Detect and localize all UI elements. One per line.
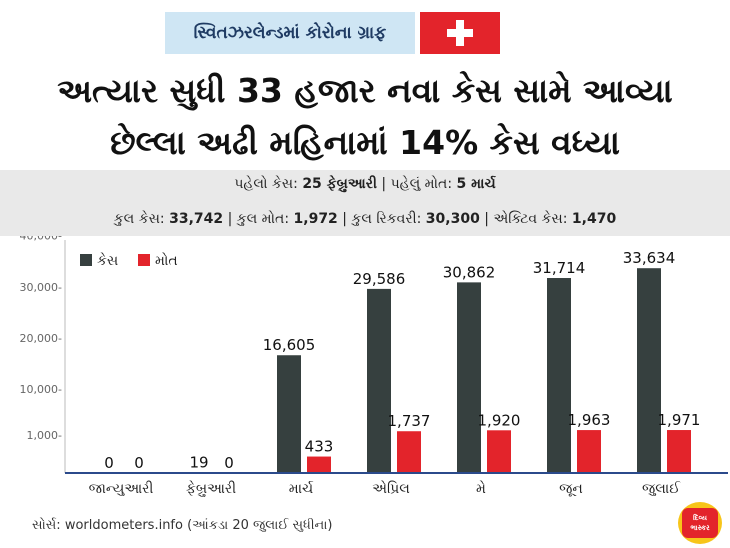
deaths-value-label: 0 xyxy=(224,454,234,472)
headline-line-1: અત્યાર સુધી 33 હજાર નવા કેસ સામે આવ્યા xyxy=(57,71,673,110)
cases-bar xyxy=(547,278,571,473)
cases-value-label: 29,586 xyxy=(353,270,406,288)
legend-swatch xyxy=(138,254,150,266)
deaths-value-label: 0 xyxy=(134,454,144,472)
cases-value-label: 16,605 xyxy=(263,336,316,354)
summary-band xyxy=(0,170,730,236)
y-tick-label: 20,000- xyxy=(20,332,62,345)
x-tick-label: જુલાઈ xyxy=(642,481,681,497)
total-deaths: 1,972 xyxy=(293,211,338,227)
headline-line-2: છેલ્લા અઢી મહિનામાં 14% કેસ વધ્યા xyxy=(110,123,620,162)
divya-bhaskar-logo: દિવ્ય ભાસ્કર xyxy=(678,502,722,544)
x-tick-label: મે xyxy=(476,480,486,497)
deaths-bar xyxy=(487,430,511,473)
cases-bar xyxy=(457,282,481,473)
deaths-value-label: 1,920 xyxy=(478,411,521,429)
x-tick-label: ફેબ્રુઆરી xyxy=(186,480,236,497)
y-tick-label: 40,000- xyxy=(20,236,62,243)
summary-row-first: પહેલો કેસ: 25 ફેબ્રુઆરી | પહેલું મોત: 5 … xyxy=(234,176,496,192)
y-tick-label: 1,000- xyxy=(27,429,62,442)
swiss-flag-icon xyxy=(420,12,500,54)
cases-value-label: 30,862 xyxy=(443,263,496,281)
cases-bar xyxy=(277,355,301,473)
deaths-value-label: 433 xyxy=(305,438,334,456)
deaths-bar xyxy=(397,431,421,473)
legend-label: કેસ xyxy=(97,252,118,269)
legend-swatch xyxy=(80,254,92,266)
bar-chart: 40,000- 30,000- 20,000- 10,000- 1,000- કેસ મોત… xyxy=(20,236,728,497)
cases-value-label: 33,634 xyxy=(623,249,676,267)
deaths-bar xyxy=(307,456,331,473)
total-recovered: 30,300 xyxy=(425,211,480,227)
first-case-date: 25 ફેબ્રુઆરી xyxy=(302,176,377,192)
x-tick-label: માર્ચ xyxy=(289,480,314,497)
active-cases: 1,470 xyxy=(571,211,617,227)
x-tick-label: જૂન xyxy=(559,481,583,497)
cases-bar xyxy=(367,288,391,473)
x-tick-label: એપ્રિલ xyxy=(372,480,410,497)
deaths-bar xyxy=(667,430,691,473)
cases-value-label: 0 xyxy=(104,454,114,472)
deaths-value-label: 1,971 xyxy=(658,411,701,429)
summary-row-totals: કુલ કેસ: 33,742 | કુલ મોત: 1,972 | કુલ ર… xyxy=(113,211,617,227)
legend-label: મોત xyxy=(155,252,178,269)
cases-bar xyxy=(637,268,661,473)
y-tick-label: 30,000- xyxy=(20,281,62,294)
deaths-bar xyxy=(577,430,601,473)
deaths-value-label: 1,737 xyxy=(388,412,431,430)
deaths-value-label: 1,963 xyxy=(568,411,611,429)
cases-value-label: 19 xyxy=(189,453,208,471)
topic-label: સ્વિતઝરલેન્ડમાં કોરોના ગ્રાફ xyxy=(193,23,387,43)
cases-value-label: 31,714 xyxy=(533,259,586,277)
y-tick-label: 10,000- xyxy=(20,383,62,396)
total-cases: 33,742 xyxy=(169,211,224,227)
source-note: સોર્સ: worldometers.info (આંકડા 20 જુલાઈ… xyxy=(32,518,333,533)
x-tick-label: જાન્યુઆરી xyxy=(89,481,154,497)
topic-tag: સ્વિતઝરલેન્ડમાં કોરોના ગ્રાફ xyxy=(165,12,415,54)
first-death-date: 5 માર્ચ xyxy=(456,176,496,192)
